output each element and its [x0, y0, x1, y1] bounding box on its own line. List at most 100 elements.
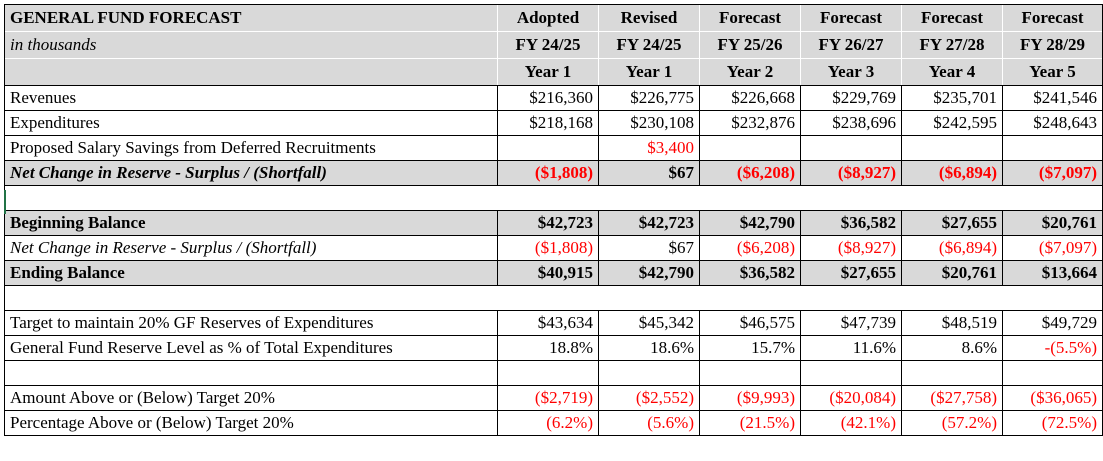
cell[interactable]: $42,790 — [598, 260, 700, 286]
cell[interactable]: $27,655 — [800, 260, 902, 286]
row-label[interactable]: Revenues — [4, 85, 498, 111]
cell[interactable]: ($2,552) — [598, 385, 700, 411]
cell[interactable]: $216,360 — [497, 85, 599, 111]
empty-cell[interactable] — [699, 185, 801, 211]
cell[interactable]: $36,582 — [699, 260, 801, 286]
cell[interactable]: ($6,208) — [699, 235, 801, 261]
cell[interactable]: $235,701 — [901, 85, 1003, 111]
cell[interactable]: $242,595 — [901, 110, 1003, 136]
cell[interactable] — [901, 135, 1003, 161]
empty-cell[interactable] — [4, 58, 498, 86]
cell[interactable]: ($6,894) — [901, 160, 1003, 186]
col-type[interactable]: Revised — [598, 4, 700, 32]
cell[interactable]: $42,723 — [598, 210, 700, 236]
cell[interactable]: $49,729 — [1002, 310, 1103, 336]
row-label[interactable]: Target to maintain 20% GF Reserves of Ex… — [4, 310, 498, 336]
cell[interactable]: 15.7% — [699, 335, 801, 361]
cell[interactable]: $36,582 — [800, 210, 902, 236]
table-title[interactable]: GENERAL FUND FORECAST — [4, 4, 498, 32]
cell[interactable]: (72.5%) — [1002, 410, 1103, 436]
cell[interactable]: (42.1%) — [800, 410, 902, 436]
col-fy[interactable]: FY 26/27 — [800, 31, 902, 59]
cell[interactable]: 18.6% — [598, 335, 700, 361]
cell[interactable]: ($8,927) — [800, 160, 902, 186]
cell[interactable]: ($8,927) — [800, 235, 902, 261]
empty-cell[interactable] — [1002, 360, 1103, 386]
cell[interactable]: $248,643 — [1002, 110, 1103, 136]
empty-cell[interactable] — [699, 360, 801, 386]
col-year[interactable]: Year 1 — [497, 58, 599, 86]
cell[interactable]: ($2,719) — [497, 385, 599, 411]
empty-cell[interactable] — [1002, 185, 1103, 211]
cell[interactable]: ($1,808) — [497, 235, 599, 261]
cell[interactable]: (5.6%) — [598, 410, 700, 436]
cell[interactable]: (6.2%) — [497, 410, 599, 436]
empty-cell[interactable] — [4, 285, 498, 311]
cell[interactable]: 8.6% — [901, 335, 1003, 361]
empty-cell[interactable] — [497, 185, 599, 211]
cell[interactable]: $67 — [598, 235, 700, 261]
col-year[interactable]: Year 4 — [901, 58, 1003, 86]
empty-cell[interactable] — [901, 360, 1003, 386]
col-type[interactable]: Adopted — [497, 4, 599, 32]
cell[interactable]: ($27,758) — [901, 385, 1003, 411]
cell[interactable]: ($20,084) — [800, 385, 902, 411]
empty-cell[interactable] — [4, 360, 498, 386]
empty-cell[interactable] — [598, 360, 700, 386]
cell[interactable]: $47,739 — [800, 310, 902, 336]
col-year[interactable]: Year 2 — [699, 58, 801, 86]
empty-cell[interactable] — [901, 185, 1003, 211]
row-label[interactable]: Proposed Salary Savings from Deferred Re… — [4, 135, 498, 161]
empty-cell[interactable] — [598, 285, 700, 311]
cell[interactable]: $40,915 — [497, 260, 599, 286]
cell[interactable]: $20,761 — [1002, 210, 1103, 236]
row-label[interactable]: Amount Above or (Below) Target 20% — [4, 385, 498, 411]
col-type[interactable]: Forecast — [1002, 4, 1103, 32]
cell[interactable]: $229,769 — [800, 85, 902, 111]
empty-cell[interactable] — [800, 360, 902, 386]
cell[interactable]: ($7,097) — [1002, 160, 1103, 186]
cell[interactable]: $3,400 — [598, 135, 700, 161]
col-fy[interactable]: FY 28/29 — [1002, 31, 1103, 59]
cell[interactable]: $226,775 — [598, 85, 700, 111]
cell[interactable] — [1002, 135, 1103, 161]
row-label[interactable]: Net Change in Reserve - Surplus / (Short… — [4, 235, 498, 261]
empty-cell[interactable] — [497, 360, 599, 386]
empty-cell[interactable] — [4, 185, 498, 211]
cell[interactable]: $238,696 — [800, 110, 902, 136]
cell[interactable]: $42,790 — [699, 210, 801, 236]
cell[interactable] — [800, 135, 902, 161]
cell[interactable]: (21.5%) — [699, 410, 801, 436]
cell[interactable]: $241,546 — [1002, 85, 1103, 111]
row-label[interactable]: General Fund Reserve Level as % of Total… — [4, 335, 498, 361]
cell[interactable]: ($36,065) — [1002, 385, 1103, 411]
col-year[interactable]: Year 5 — [1002, 58, 1103, 86]
cell[interactable]: $13,664 — [1002, 260, 1103, 286]
empty-cell[interactable] — [1002, 285, 1103, 311]
cell[interactable]: ($7,097) — [1002, 235, 1103, 261]
empty-cell[interactable] — [901, 285, 1003, 311]
row-label[interactable]: Expenditures — [4, 110, 498, 136]
empty-cell[interactable] — [800, 185, 902, 211]
cell[interactable]: $45,342 — [598, 310, 700, 336]
col-type[interactable]: Forecast — [699, 4, 801, 32]
col-type[interactable]: Forecast — [901, 4, 1003, 32]
cell[interactable]: $43,634 — [497, 310, 599, 336]
cell[interactable]: $46,575 — [699, 310, 801, 336]
cell[interactable]: $48,519 — [901, 310, 1003, 336]
cell[interactable]: $230,108 — [598, 110, 700, 136]
table-subtitle[interactable]: in thousands — [4, 31, 498, 59]
col-fy[interactable]: FY 24/25 — [598, 31, 700, 59]
cell[interactable]: 18.8% — [497, 335, 599, 361]
empty-cell[interactable] — [598, 185, 700, 211]
cell[interactable]: $232,876 — [699, 110, 801, 136]
cell[interactable]: ($1,808) — [497, 160, 599, 186]
empty-cell[interactable] — [497, 285, 599, 311]
col-fy[interactable]: FY 27/28 — [901, 31, 1003, 59]
cell[interactable]: ($9,993) — [699, 385, 801, 411]
cell[interactable]: -(5.5%) — [1002, 335, 1103, 361]
row-label[interactable]: Ending Balance — [4, 260, 498, 286]
cell[interactable]: (57.2%) — [901, 410, 1003, 436]
cell[interactable]: ($6,208) — [699, 160, 801, 186]
cell[interactable]: ($6,894) — [901, 235, 1003, 261]
